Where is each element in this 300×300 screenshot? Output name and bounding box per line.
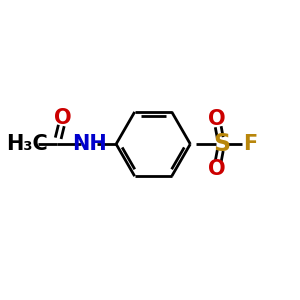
- Text: S: S: [213, 132, 230, 156]
- Text: O: O: [208, 109, 226, 129]
- Text: F: F: [243, 134, 258, 154]
- Text: O: O: [54, 108, 71, 128]
- Text: H₃C: H₃C: [6, 134, 48, 154]
- Text: O: O: [208, 159, 226, 179]
- Text: NH: NH: [72, 134, 107, 154]
